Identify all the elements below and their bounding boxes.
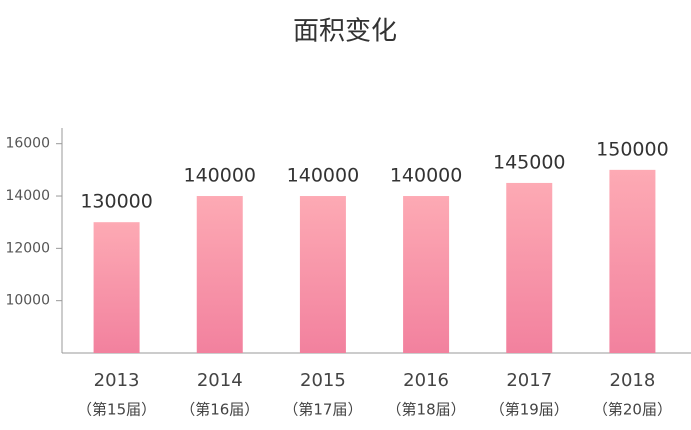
value-label: 140000	[183, 165, 256, 187]
bar	[196, 196, 243, 353]
bar	[506, 182, 553, 353]
bar	[609, 169, 656, 353]
x-tick-label: 2013	[94, 370, 140, 391]
x-tick-label: 2016	[403, 370, 449, 391]
chart-title: 面积变化	[293, 17, 397, 47]
x-tick-label: 2015	[300, 370, 346, 391]
x-sublabel: （第18届）	[387, 401, 466, 419]
value-label: 140000	[390, 165, 463, 187]
y-tick-label: 12000	[5, 240, 50, 256]
y-tick-label: 14000	[5, 188, 50, 204]
value-label: 150000	[596, 138, 669, 160]
bar	[299, 196, 346, 353]
x-sublabel: （第15届）	[77, 401, 156, 419]
x-sublabel: （第16届）	[180, 401, 259, 419]
x-sublabel: （第19届）	[490, 401, 569, 419]
value-label: 145000	[493, 151, 566, 173]
value-label: 130000	[80, 191, 153, 213]
x-sublabel: （第20届）	[593, 401, 672, 419]
bar	[93, 222, 140, 353]
y-tick-label: 10000	[5, 293, 50, 309]
x-tick-label: 2017	[506, 370, 552, 391]
x-tick-label: 2018	[610, 370, 656, 391]
x-sublabel: （第17届）	[283, 401, 362, 419]
value-label: 140000	[287, 165, 360, 187]
x-tick-label: 2014	[197, 370, 243, 391]
bar	[403, 196, 450, 353]
y-tick-label: 16000	[5, 136, 50, 152]
